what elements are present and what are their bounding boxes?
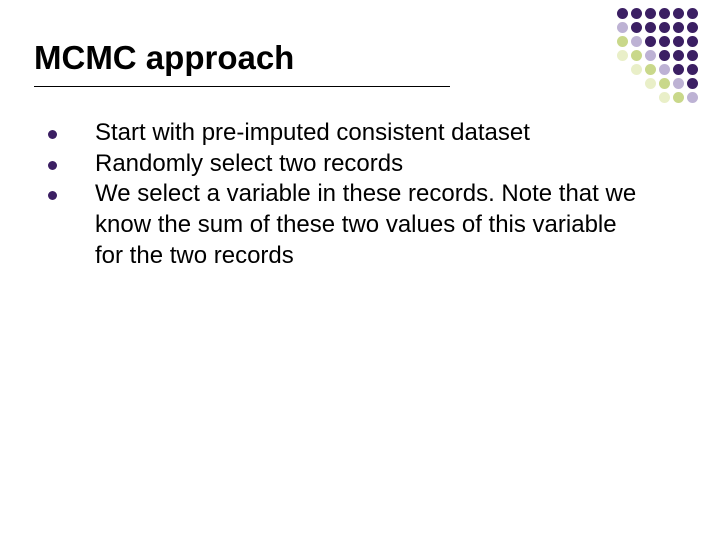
- deco-dot-icon: [673, 8, 684, 19]
- deco-dot-icon: [617, 8, 628, 19]
- corner-dot-decoration: [617, 8, 700, 105]
- deco-dot-icon: [645, 78, 656, 89]
- deco-dot-icon: [659, 36, 670, 47]
- deco-dot-icon: [687, 8, 698, 19]
- list-item: We select a variable in these records. N…: [48, 179, 648, 271]
- bullet-dot-icon: [48, 130, 57, 139]
- deco-dot-icon: [659, 8, 670, 19]
- deco-dot-icon: [659, 92, 670, 103]
- deco-dot-icon: [673, 92, 684, 103]
- slide-title: MCMC approach: [34, 40, 464, 76]
- deco-dot-icon: [673, 78, 684, 89]
- bullet-list: Start with pre-imputed consistent datase…: [48, 118, 648, 272]
- bullet-dot-icon: [48, 191, 57, 200]
- list-item-text: Randomly select two records: [95, 149, 403, 180]
- deco-dot-icon: [673, 36, 684, 47]
- deco-dot-icon: [617, 50, 628, 61]
- deco-dot-icon: [687, 22, 698, 33]
- list-item-text: We select a variable in these records. N…: [95, 179, 648, 271]
- deco-dot-icon: [659, 78, 670, 89]
- deco-dot-icon: [687, 36, 698, 47]
- title-container: MCMC approach: [34, 40, 464, 76]
- deco-dot-icon: [659, 50, 670, 61]
- deco-dot-icon: [673, 64, 684, 75]
- deco-dot-icon: [631, 64, 642, 75]
- deco-dot-icon: [631, 22, 642, 33]
- deco-dot-icon: [659, 22, 670, 33]
- deco-dot-icon: [645, 22, 656, 33]
- deco-dot-icon: [687, 78, 698, 89]
- deco-dot-icon: [617, 22, 628, 33]
- deco-dot-icon: [631, 36, 642, 47]
- list-item: Randomly select two records: [48, 149, 648, 180]
- deco-dot-icon: [687, 50, 698, 61]
- slide: MCMC approach Start with pre-imputed con…: [0, 0, 720, 540]
- bullet-dot-icon: [48, 161, 57, 170]
- deco-dot-icon: [687, 64, 698, 75]
- deco-dot-icon: [687, 92, 698, 103]
- deco-dot-icon: [673, 50, 684, 61]
- deco-dot-icon: [659, 64, 670, 75]
- deco-dot-icon: [673, 22, 684, 33]
- deco-dot-icon: [645, 8, 656, 19]
- deco-dot-icon: [645, 36, 656, 47]
- deco-dot-icon: [631, 50, 642, 61]
- title-underline: [34, 86, 450, 87]
- list-item-text: Start with pre-imputed consistent datase…: [95, 118, 530, 149]
- deco-dot-icon: [645, 50, 656, 61]
- deco-dot-icon: [631, 8, 642, 19]
- deco-dot-icon: [617, 36, 628, 47]
- deco-dot-icon: [645, 64, 656, 75]
- list-item: Start with pre-imputed consistent datase…: [48, 118, 648, 149]
